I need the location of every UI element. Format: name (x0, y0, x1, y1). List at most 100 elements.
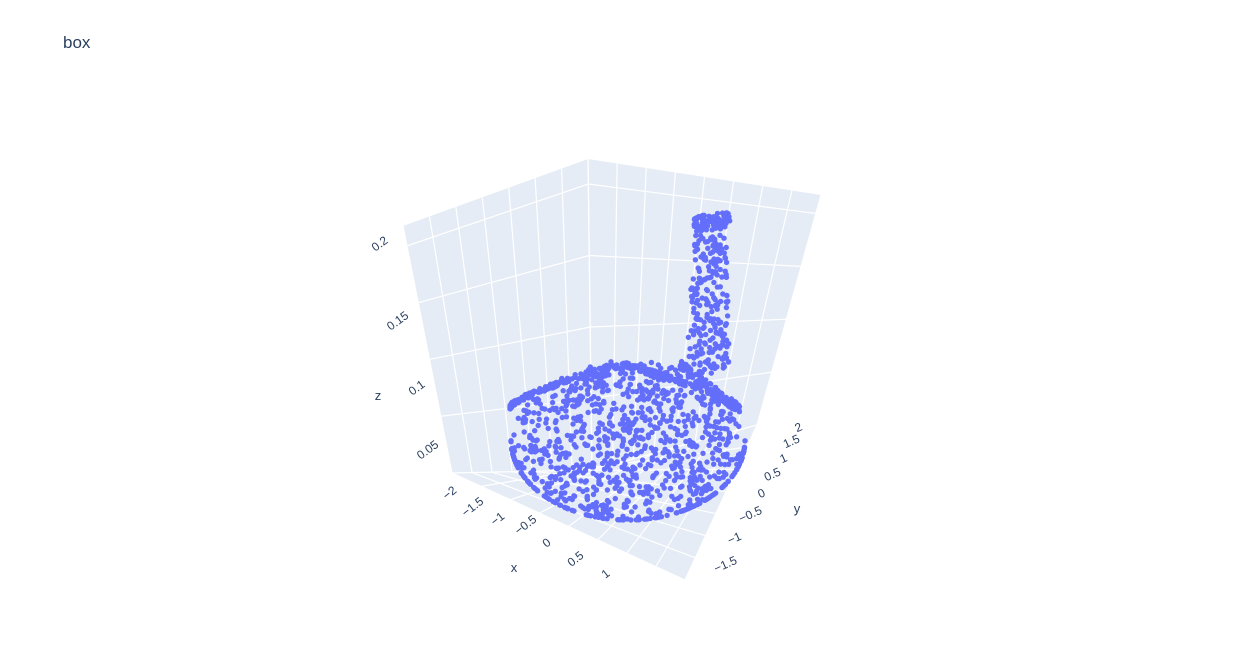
data-point (708, 303, 714, 310)
data-point (647, 393, 653, 399)
data-point (665, 397, 672, 404)
data-point (657, 420, 663, 426)
data-point (708, 259, 714, 265)
data-point (692, 257, 699, 263)
data-point (593, 504, 600, 510)
data-point (701, 324, 707, 330)
data-point (729, 457, 735, 463)
data-point (603, 372, 609, 379)
data-point (716, 441, 723, 448)
data-point (645, 432, 652, 438)
data-point (564, 505, 571, 512)
data-point (529, 418, 535, 425)
data-point (579, 394, 586, 400)
data-point (619, 464, 625, 470)
data-point (705, 245, 711, 251)
data-point (676, 392, 682, 398)
data-point (712, 269, 719, 275)
data-point (694, 477, 700, 483)
data-point (671, 453, 678, 459)
data-point (632, 433, 639, 439)
data-point (625, 394, 632, 400)
data-point (555, 436, 561, 443)
data-point (567, 389, 573, 395)
data-point (509, 445, 515, 452)
data-point (690, 458, 696, 464)
data-point (623, 476, 630, 482)
data-point (590, 491, 597, 498)
data-point (553, 444, 559, 451)
data-point (576, 486, 582, 492)
back-wall-x (403, 159, 592, 473)
data-point (736, 409, 743, 415)
data-point (615, 448, 621, 454)
data-point (592, 384, 599, 390)
data-point (639, 404, 645, 411)
x-tick-label: −0.5 (512, 512, 540, 538)
data-point (620, 472, 627, 479)
data-point (563, 450, 569, 456)
data-point (606, 428, 612, 434)
data-point (630, 464, 636, 470)
data-point (582, 506, 588, 512)
data-point (608, 362, 614, 368)
data-point (706, 349, 712, 356)
data-point (508, 439, 514, 445)
data-point (711, 214, 717, 220)
data-point (708, 235, 714, 241)
data-point (724, 299, 730, 305)
data-point (619, 420, 626, 427)
data-point (682, 383, 688, 389)
data-point (682, 423, 688, 430)
z-tick-label: 0.05 (414, 437, 441, 462)
data-point (665, 390, 671, 396)
data-point (691, 355, 697, 361)
data-point (524, 402, 531, 408)
data-point (648, 379, 654, 385)
data-point (629, 492, 636, 498)
data-point (605, 474, 612, 480)
grid-line (587, 158, 593, 471)
data-point (642, 445, 648, 452)
data-point (712, 341, 718, 347)
data-point (717, 431, 723, 437)
data-point (534, 396, 541, 402)
data-point (527, 432, 533, 439)
data-point (685, 334, 692, 340)
data-point (573, 380, 580, 387)
data-point (568, 473, 574, 479)
data-point (713, 302, 719, 308)
data-point (528, 446, 534, 453)
data-point (543, 448, 549, 455)
data-point (542, 406, 548, 412)
data-point (572, 403, 578, 410)
data-points (507, 210, 748, 523)
data-point (595, 395, 601, 402)
data-point (558, 451, 564, 458)
data-point (696, 417, 702, 424)
data-point (637, 382, 643, 388)
data-point (679, 508, 686, 514)
y-tick-label: 0.5 (762, 464, 783, 484)
data-point (714, 475, 720, 482)
data-point (621, 501, 627, 507)
data-point (693, 220, 700, 226)
data-point (617, 383, 623, 390)
data-point (741, 448, 747, 454)
data-point (638, 394, 644, 400)
data-point (675, 418, 681, 425)
data-point (711, 461, 717, 467)
data-point (715, 457, 721, 463)
data-point (727, 411, 733, 417)
data-point (693, 315, 699, 322)
data-point (642, 417, 648, 424)
data-point (629, 370, 636, 376)
data-point (653, 470, 660, 476)
data-point (590, 470, 596, 476)
data-point (725, 215, 732, 221)
data-point (666, 451, 672, 457)
data-point (724, 344, 730, 350)
data-point (692, 248, 698, 255)
data-point (606, 499, 612, 505)
